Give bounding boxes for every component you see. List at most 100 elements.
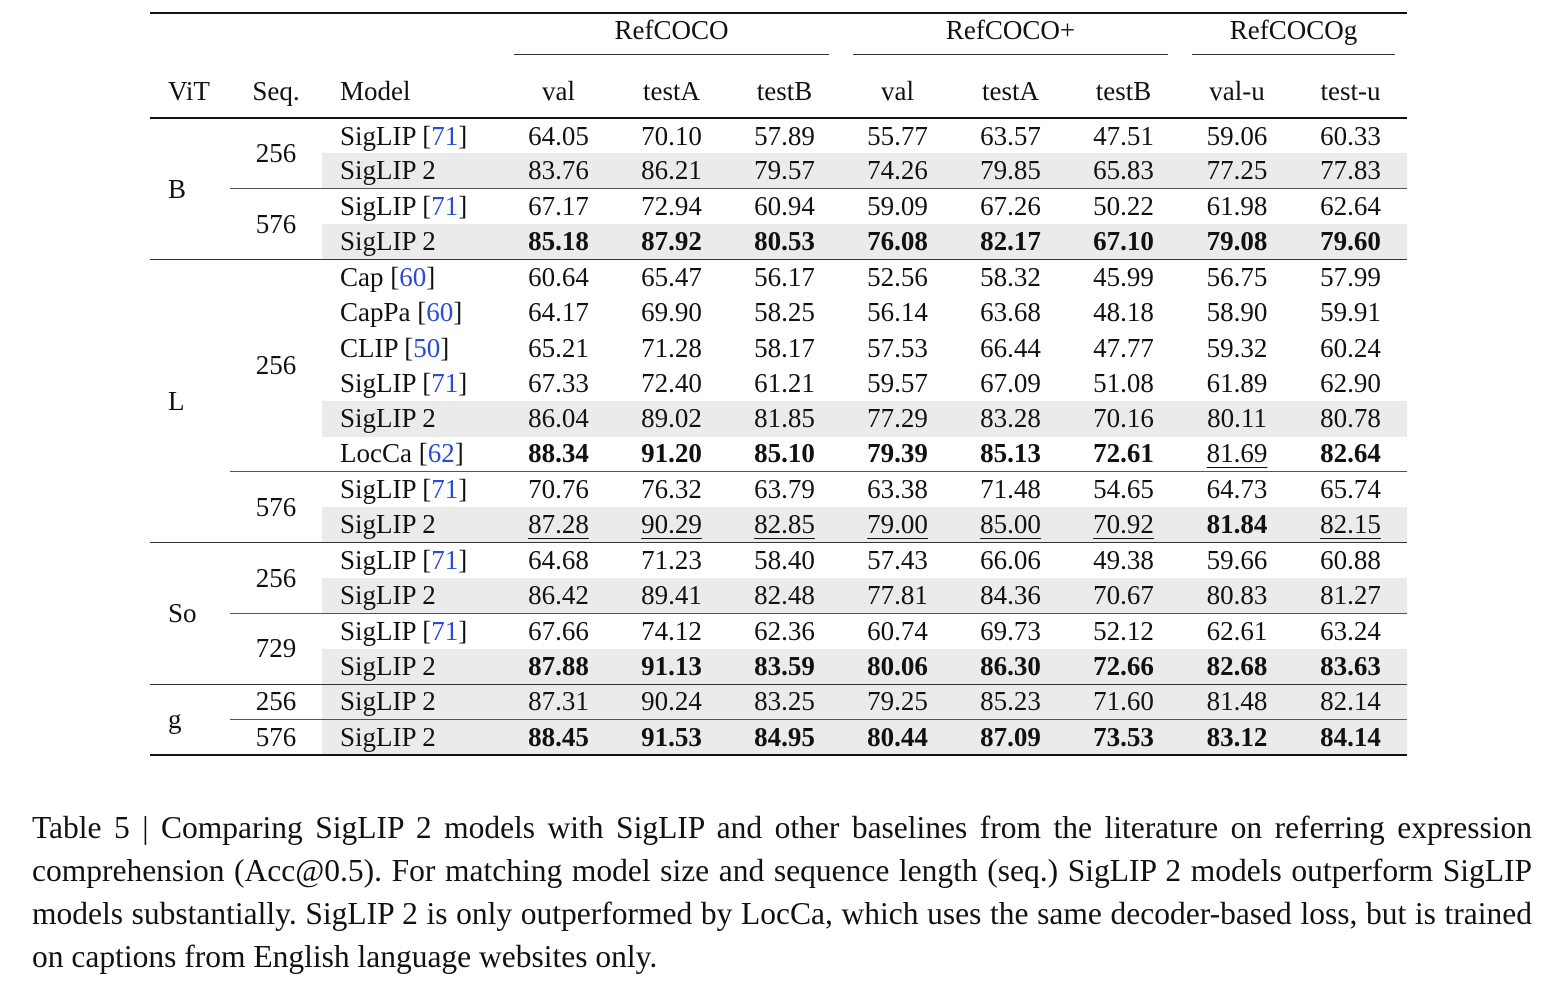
score-cell: 67.09 <box>954 366 1067 401</box>
citation-link[interactable]: 60 <box>426 297 454 328</box>
model-name: SigLIP 2 <box>340 226 436 257</box>
score-cell: 59.09 <box>841 188 954 225</box>
score-value: 66.44 <box>980 332 1041 363</box>
score-value: 79.85 <box>980 155 1041 186</box>
score-cell: 52.56 <box>841 260 954 295</box>
score-cell: 86.42 <box>502 578 615 614</box>
score-cell: 70.92 <box>1067 507 1180 543</box>
column-header-row: ViT Seq. Model val testA testB val testA… <box>150 65 1407 118</box>
model-name: SigLIP 2 <box>340 155 436 186</box>
seq-cell: 729 <box>230 612 322 685</box>
score-cell: 87.88 <box>502 648 615 685</box>
model-cell: SigLIP 2 <box>322 401 502 437</box>
score-cell: 81.69 <box>1180 437 1294 472</box>
group-header-refcoco-plus: RefCOCO+ <box>841 13 1180 65</box>
citation-link[interactable]: 71 <box>431 120 459 151</box>
score-cell: 65.74 <box>1294 471 1407 508</box>
score-value: 67.26 <box>980 191 1041 222</box>
score-cell: 80.78 <box>1294 401 1407 437</box>
score-value: 91.53 <box>641 721 702 752</box>
score-cell: 50.22 <box>1067 188 1180 225</box>
score-cell: 81.27 <box>1294 578 1407 614</box>
score-value: 79.60 <box>1320 226 1381 257</box>
model-name: SigLIP 2 <box>340 509 436 540</box>
score-cell: 72.94 <box>615 188 728 225</box>
score-cell: 60.24 <box>1294 330 1407 365</box>
score-cell: 64.68 <box>502 543 615 578</box>
score-value: 60.94 <box>754 191 815 222</box>
score-value: 72.66 <box>1093 650 1154 681</box>
score-value: 88.34 <box>528 438 589 469</box>
citation-link[interactable]: 50 <box>413 332 441 363</box>
score-value: 61.21 <box>754 367 815 398</box>
score-value: 58.32 <box>980 262 1041 292</box>
score-value: 76.08 <box>867 226 928 257</box>
score-cell: 60.33 <box>1294 118 1407 153</box>
model-name: SigLIP <box>340 191 416 222</box>
table-row: 729 SigLIP [71] 67.66 74.12 62.36 60.74 69.73 5… <box>150 612 1407 685</box>
citation-link[interactable]: 71 <box>431 615 459 646</box>
score-value: 83.59 <box>754 650 815 681</box>
score-value: 50.22 <box>1093 191 1154 222</box>
score-value: 59.57 <box>867 367 928 398</box>
score-value: 51.08 <box>1093 367 1154 398</box>
model-name: SigLIP 2 <box>340 580 436 611</box>
score-value: 60.33 <box>1320 120 1381 151</box>
score-value: 79.08 <box>1206 226 1268 257</box>
score-cell: 88.45 <box>502 719 615 756</box>
score-value: 80.83 <box>1206 580 1268 611</box>
score-value: 83.28 <box>980 403 1041 434</box>
score-value: 81.27 <box>1320 580 1381 611</box>
score-value: 62.61 <box>1206 615 1268 646</box>
score-value: 67.33 <box>528 367 589 398</box>
score-value: 72.40 <box>641 367 702 398</box>
score-value: 63.68 <box>980 297 1041 328</box>
col-header-vit: ViT <box>168 75 210 106</box>
score-value: 83.76 <box>528 155 589 186</box>
score-cell: 90.24 <box>615 684 728 720</box>
score-value: 80.44 <box>867 721 928 752</box>
score-cell: 45.99 <box>1067 260 1180 295</box>
score-value: 89.41 <box>641 580 702 611</box>
score-cell: 58.17 <box>728 330 841 365</box>
score-cell: 60.64 <box>502 260 615 295</box>
score-value: 65.83 <box>1093 155 1154 186</box>
score-value: 63.24 <box>1320 615 1381 646</box>
score-value: 47.77 <box>1093 332 1154 363</box>
citation-link[interactable]: 71 <box>431 545 459 576</box>
score-value: 65.21 <box>528 332 589 363</box>
score-value: 62.36 <box>754 615 815 646</box>
model-name: SigLIP <box>340 120 416 151</box>
score-cell: 65.47 <box>615 260 728 295</box>
table-row: g 256 SigLIP 2 87.31 90.24 83.25 79.25 85.23 71.… <box>150 684 1407 732</box>
group-header-row: RefCOCO RefCOCO+ RefCOCOg <box>150 13 1407 65</box>
score-value: 83.25 <box>754 686 815 717</box>
score-cell: 79.08 <box>1180 224 1294 260</box>
score-cell: 71.60 <box>1067 684 1180 720</box>
citation-link[interactable]: 71 <box>431 191 459 222</box>
score-cell: 77.81 <box>841 578 954 614</box>
score-value: 79.25 <box>867 686 928 717</box>
model-name: SigLIP <box>340 367 416 398</box>
score-value: 57.43 <box>867 545 928 576</box>
score-value: 72.61 <box>1093 438 1154 469</box>
score-value: 56.14 <box>867 297 928 328</box>
score-value: 70.10 <box>641 120 702 151</box>
score-cell: 82.85 <box>728 507 841 543</box>
seq-cell: 576 <box>230 471 322 543</box>
citation-link[interactable]: 62 <box>427 438 455 469</box>
score-value: 81.84 <box>1206 509 1268 540</box>
table-row: 576 SigLIP [71] 67.17 72.94 60.94 59.09 67.26 5… <box>150 188 1407 260</box>
col-header-model: Model <box>340 75 411 106</box>
score-value: 47.51 <box>1093 120 1154 151</box>
score-value: 64.73 <box>1206 474 1268 505</box>
score-cell: 54.65 <box>1067 471 1180 508</box>
citation-link[interactable]: 71 <box>431 474 459 505</box>
col-header-metric: test-u <box>1320 75 1381 106</box>
model-cell: Cap [60] <box>340 262 436 292</box>
score-value: 79.57 <box>754 155 815 186</box>
score-cell: 67.17 <box>502 188 615 225</box>
citation-link[interactable]: 60 <box>399 262 427 292</box>
citation-link[interactable]: 71 <box>431 367 459 398</box>
score-cell: 66.44 <box>954 330 1067 365</box>
